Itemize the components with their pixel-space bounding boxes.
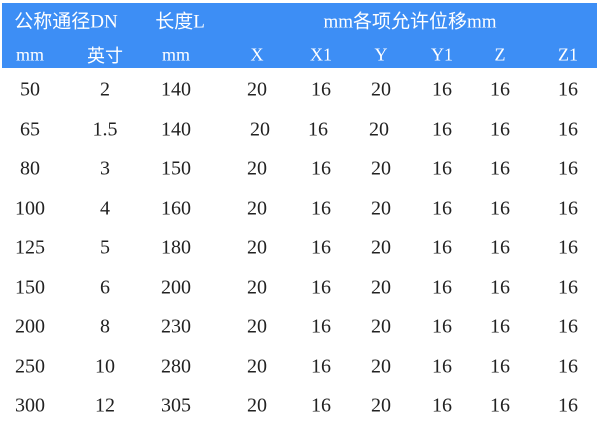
table-cell: 16 [311, 78, 331, 101]
table-cell: 16 [432, 315, 452, 338]
table-cell: 16 [432, 197, 452, 219]
table-cell: 16 [490, 276, 510, 298]
table-cell: 230 [161, 315, 191, 338]
column-header: Y1 [431, 44, 453, 65]
table-cell: 5 [100, 236, 110, 259]
table-cell: 20 [371, 236, 391, 259]
column-header: Z [494, 44, 506, 65]
table-cell: 16 [558, 157, 578, 180]
table-cell: 16 [432, 355, 452, 377]
table-cell: 16 [308, 118, 328, 140]
table-cell: 16 [490, 236, 510, 259]
table-cell: 200 [15, 315, 45, 338]
table-cell: 16 [490, 315, 510, 338]
table-cell: 10 [95, 355, 115, 377]
table-cell: 1.5 [92, 118, 118, 140]
table-cell: 16 [311, 276, 331, 298]
header-dn: 公称通径DN [14, 11, 118, 33]
table-cell: 16 [311, 157, 331, 180]
table-cell: 16 [432, 394, 452, 417]
table-cell: 16 [490, 118, 510, 140]
table-cell: 16 [311, 236, 331, 259]
table-cell: 160 [161, 197, 191, 219]
table-cell: 125 [15, 236, 45, 259]
table-cell: 20 [247, 315, 267, 338]
table-cell: 20 [371, 197, 391, 219]
table-cell: 20 [247, 236, 267, 259]
table-cell: 16 [311, 315, 331, 338]
table-cell: 16 [311, 355, 331, 377]
table-cell: 150 [15, 276, 45, 298]
table-cell: 8 [100, 315, 110, 338]
table-cell: 16 [558, 236, 578, 259]
table-cell: 16 [490, 157, 510, 180]
table-cell: 16 [490, 394, 510, 417]
table-cell: 20 [250, 118, 270, 140]
column-header: X [250, 44, 264, 65]
table-cell: 20 [247, 78, 267, 101]
table-cell: 16 [558, 276, 578, 298]
table-cell: 300 [15, 394, 45, 417]
table-cell: 2 [100, 78, 110, 101]
table-cell: 16 [311, 394, 331, 417]
table-cell: 140 [161, 118, 191, 140]
table-cell: 20 [247, 157, 267, 180]
column-header: mm [161, 44, 191, 65]
header-displacement: mm各项允许位移mm [323, 11, 497, 33]
table-cell: 100 [15, 197, 45, 219]
table-cell: 20 [247, 394, 267, 417]
table-cell: 16 [490, 78, 510, 101]
table-cell: 280 [161, 355, 191, 377]
table-cell: 180 [161, 236, 191, 259]
table-cell: 20 [247, 276, 267, 298]
table-cell: 65 [20, 118, 40, 140]
table-cell: 20 [371, 276, 391, 298]
table-cell: 16 [558, 355, 578, 377]
table-cell: 16 [311, 197, 331, 219]
table-cell: 20 [247, 197, 267, 219]
table-cell: 20 [371, 157, 391, 180]
table-cell: 20 [247, 355, 267, 377]
table-header [2, 3, 597, 68]
column-header: Y [374, 44, 388, 65]
table-cell: 16 [432, 276, 452, 298]
column-header: X1 [310, 44, 332, 65]
table-cell: 16 [558, 78, 578, 101]
column-header: 英寸 [87, 46, 123, 66]
column-header: Z1 [558, 44, 578, 65]
table-cell: 3 [100, 157, 110, 180]
table-cell: 20 [371, 355, 391, 377]
table-cell: 16 [432, 157, 452, 180]
header-length: 长度L [155, 11, 205, 33]
table-cell: 305 [161, 394, 191, 417]
table-cell: 16 [558, 118, 578, 140]
table-cell: 20 [369, 118, 389, 140]
table-cell: 16 [432, 118, 452, 140]
table-cell: 6 [100, 276, 110, 298]
table-cell: 4 [100, 197, 110, 219]
table-cell: 50 [20, 78, 40, 101]
table-cell: 16 [558, 197, 578, 219]
table-cell: 150 [161, 157, 191, 180]
table-cell: 140 [161, 78, 191, 101]
table-cell: 16 [558, 394, 578, 417]
column-header: mm [15, 44, 45, 65]
table-cell: 20 [371, 315, 391, 338]
table-cell: 16 [558, 315, 578, 338]
table-cell: 20 [371, 394, 391, 417]
table-cell: 200 [161, 276, 191, 298]
table-cell: 80 [20, 157, 40, 180]
table-cell: 16 [432, 236, 452, 259]
table-cell: 20 [371, 78, 391, 101]
table-cell: 16 [432, 78, 452, 101]
table-cell: 16 [490, 197, 510, 219]
table-cell: 12 [95, 394, 115, 417]
table-cell: 250 [15, 355, 45, 377]
table-cell: 16 [490, 355, 510, 377]
